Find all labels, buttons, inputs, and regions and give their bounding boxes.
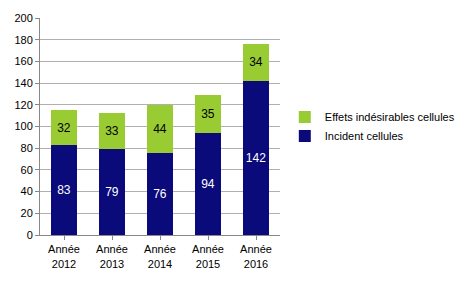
svg-text:140: 140 xyxy=(14,77,32,89)
svg-text:142: 142 xyxy=(246,151,266,165)
svg-text:200: 200 xyxy=(14,12,32,24)
svg-text:20: 20 xyxy=(21,207,33,219)
svg-text:Année2015: Année2015 xyxy=(192,243,224,269)
svg-text:40: 40 xyxy=(21,185,33,197)
svg-text:Année2013: Année2013 xyxy=(96,243,128,269)
svg-text:94: 94 xyxy=(201,177,215,191)
svg-text:44: 44 xyxy=(153,122,167,136)
svg-text:Année2016: Année2016 xyxy=(240,243,272,269)
svg-text:160: 160 xyxy=(14,55,32,67)
svg-text:0: 0 xyxy=(27,229,33,241)
svg-text:120: 120 xyxy=(14,99,32,111)
svg-text:80: 80 xyxy=(21,142,33,154)
svg-text:60: 60 xyxy=(21,164,33,176)
svg-text:76: 76 xyxy=(153,187,167,201)
svg-text:33: 33 xyxy=(105,124,119,138)
svg-text:32: 32 xyxy=(57,121,71,135)
svg-text:100: 100 xyxy=(14,120,32,132)
svg-text:Année2014: Année2014 xyxy=(144,243,176,269)
svg-text:Effets indésirables cellules: Effets indésirables cellules xyxy=(325,111,455,123)
svg-text:Incident cellules: Incident cellules xyxy=(325,130,404,142)
svg-text:180: 180 xyxy=(14,34,32,46)
svg-text:83: 83 xyxy=(57,183,71,197)
svg-text:79: 79 xyxy=(105,185,119,199)
svg-text:35: 35 xyxy=(201,107,215,121)
svg-text:Année2012: Année2012 xyxy=(48,243,80,269)
svg-text:34: 34 xyxy=(249,55,263,69)
